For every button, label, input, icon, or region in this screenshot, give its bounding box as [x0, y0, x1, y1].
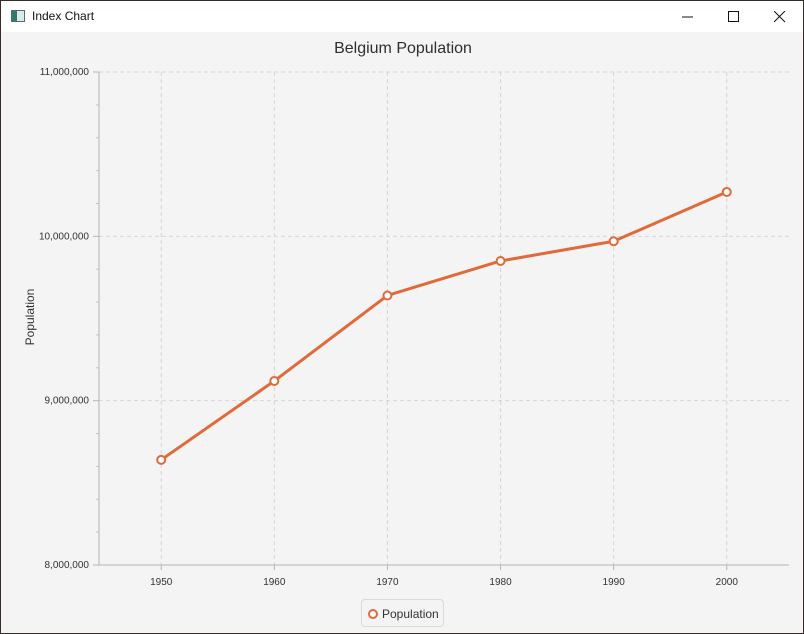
legend-marker-icon: [368, 609, 378, 619]
x-tick-label: 2000: [716, 577, 739, 588]
data-point[interactable]: [721, 186, 732, 197]
java-window-icon: [11, 10, 25, 22]
minimize-button[interactable]: [665, 1, 711, 32]
maximize-icon: [728, 11, 739, 22]
chart-area: Belgium Population Population 8,000,000 9…: [2, 32, 803, 633]
x-tick-label: 1960: [263, 577, 286, 588]
y-tick-label: 10,000,000: [39, 231, 89, 242]
data-point[interactable]: [382, 290, 393, 301]
x-tick-label: 1990: [603, 577, 626, 588]
close-button[interactable]: [757, 1, 803, 32]
x-tick-label: 1980: [489, 577, 512, 588]
legend-label: Population: [382, 607, 439, 621]
y-tick-label: 9,000,000: [45, 396, 90, 407]
x-tick-label: 1970: [376, 577, 399, 588]
plot-svg: 8,000,000 9,000,000 10,000,000 11,000,000 19…: [39, 67, 789, 588]
y-tick-label: 8,000,000: [45, 560, 90, 571]
data-point[interactable]: [269, 375, 280, 386]
title-bar[interactable]: Index Chart: [1, 1, 803, 32]
data-point[interactable]: [156, 454, 167, 465]
legend[interactable]: Population: [361, 599, 444, 627]
data-point[interactable]: [495, 255, 506, 266]
close-icon: [774, 11, 786, 23]
series-line: [160, 190, 728, 462]
minimize-icon: [682, 16, 693, 18]
chart-title: Belgium Population: [334, 40, 472, 57]
data-point[interactable]: [608, 236, 619, 247]
window-title: Index Chart: [32, 9, 95, 23]
y-tick-label: 11,000,000: [40, 67, 90, 78]
maximize-button[interactable]: [711, 1, 757, 32]
x-tick-label: 1950: [150, 577, 173, 588]
